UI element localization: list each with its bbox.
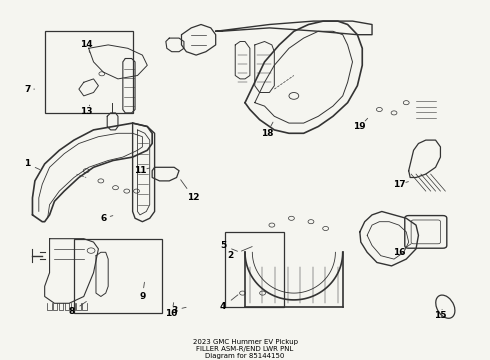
Text: 8: 8 xyxy=(69,307,74,316)
Text: 4: 4 xyxy=(220,302,226,311)
Text: 2023 GMC Hummer EV Pickup
FILLER ASM-R/END LWR PNL
Diagram for 85144150: 2023 GMC Hummer EV Pickup FILLER ASM-R/E… xyxy=(193,339,297,359)
Text: 6: 6 xyxy=(100,214,106,223)
Text: 3: 3 xyxy=(171,306,177,315)
Text: 11: 11 xyxy=(134,166,146,175)
Text: 14: 14 xyxy=(80,40,93,49)
Text: 2: 2 xyxy=(227,251,233,260)
Text: 7: 7 xyxy=(24,85,31,94)
Text: 18: 18 xyxy=(261,129,273,138)
Bar xyxy=(74,239,162,314)
Text: 1: 1 xyxy=(24,159,31,168)
Text: 19: 19 xyxy=(353,122,366,131)
Text: 13: 13 xyxy=(80,107,93,116)
Text: 16: 16 xyxy=(392,248,405,257)
Bar xyxy=(225,232,284,307)
Bar xyxy=(45,31,133,113)
Text: 9: 9 xyxy=(139,292,146,301)
Text: 12: 12 xyxy=(188,193,200,202)
Text: 10: 10 xyxy=(166,309,178,318)
Text: 5: 5 xyxy=(220,241,226,250)
Text: 15: 15 xyxy=(434,311,447,320)
Text: 17: 17 xyxy=(392,180,405,189)
